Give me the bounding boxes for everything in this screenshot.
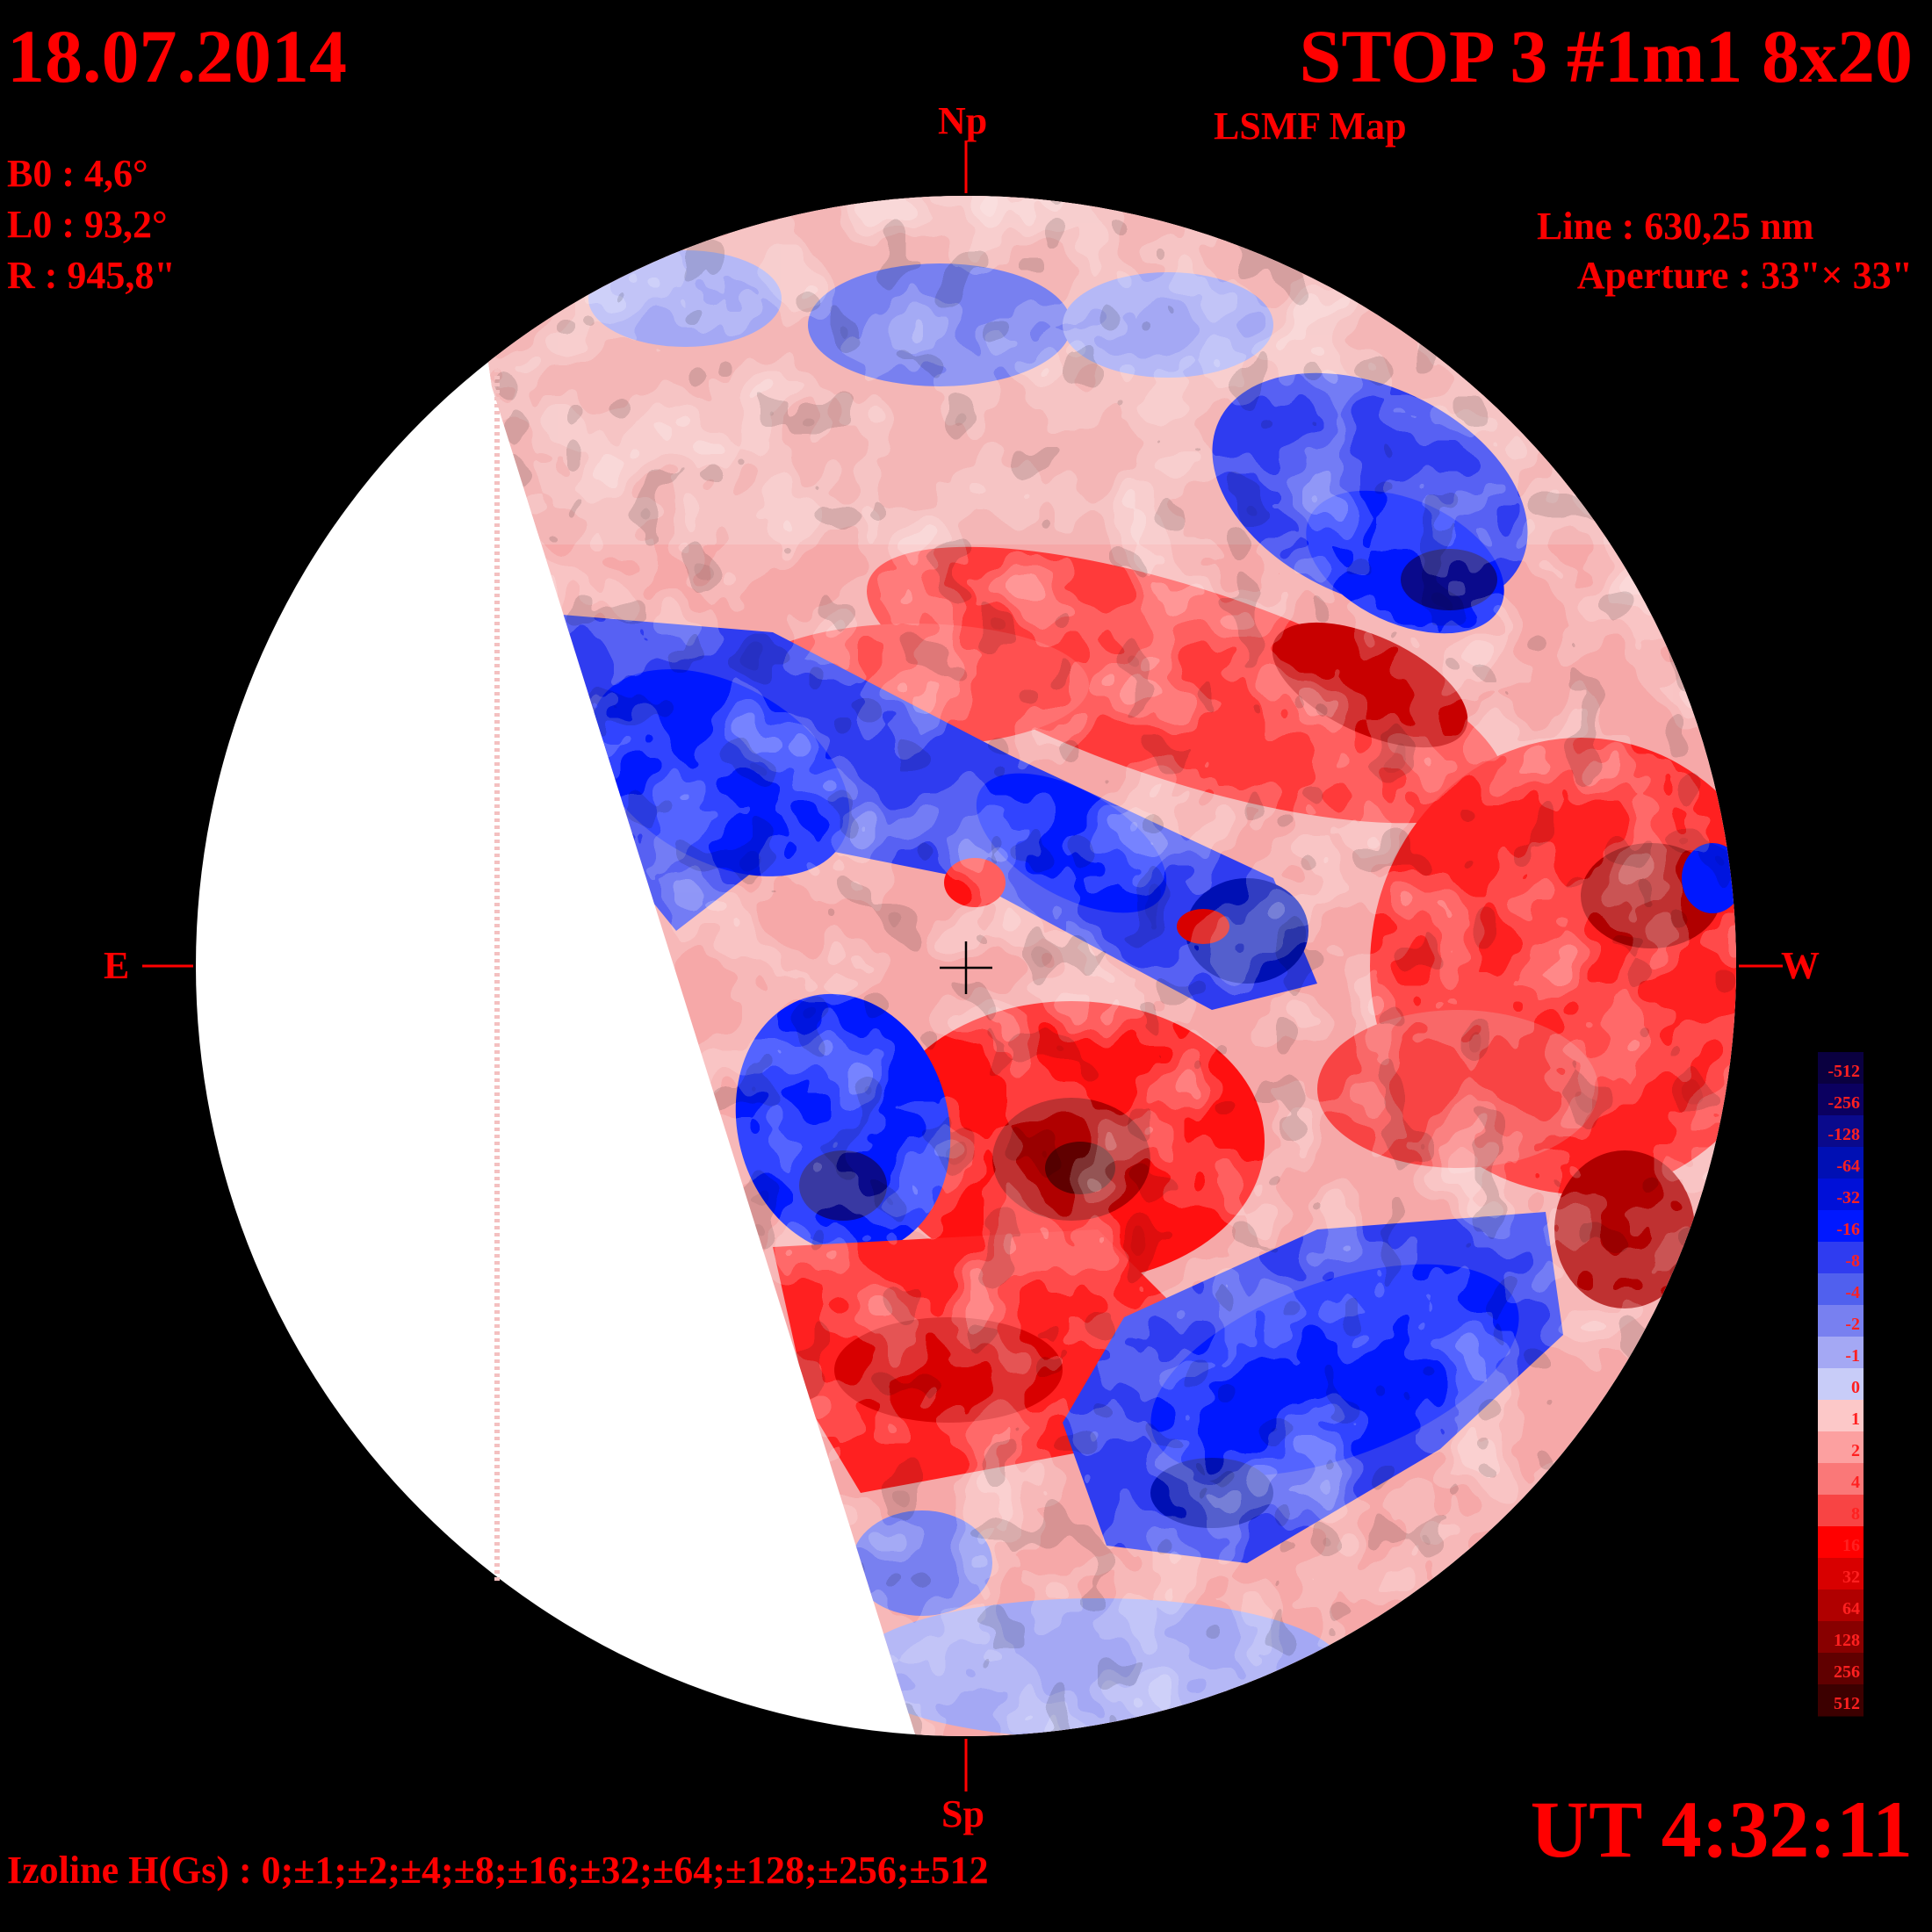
legend-tick-label: -512 <box>1827 1062 1860 1081</box>
legend-tick-label: -2 <box>1845 1315 1860 1334</box>
legend-tick-label: 128 <box>1834 1631 1860 1650</box>
l0-label: L0 : 93,2° <box>7 203 168 246</box>
legend-swatch <box>1818 1179 1864 1211</box>
legend-swatch <box>1818 1210 1864 1243</box>
radius-label: R : 945,8" <box>7 254 176 297</box>
legend-tick-label: -256 <box>1827 1093 1860 1113</box>
legend-tick-label: -128 <box>1827 1125 1860 1144</box>
legend-swatch <box>1818 1590 1864 1622</box>
north-pole-label: Np <box>938 99 988 142</box>
legend-swatch <box>1818 1495 1864 1527</box>
legend-tick-label: -1 <box>1845 1346 1860 1366</box>
legend-swatch <box>1818 1463 1864 1496</box>
legend-swatch <box>1818 1621 1864 1654</box>
legend-tick-label: -16 <box>1836 1220 1860 1239</box>
legend-tick-label: 32 <box>1842 1568 1860 1587</box>
legend-tick-label: 1 <box>1851 1409 1860 1429</box>
izoline-label: Izoline H(Gs) : 0;±1;±2;±4;±8;±16;±32;±6… <box>7 1849 989 1892</box>
legend-swatch <box>1818 1084 1864 1116</box>
legend-tick-label: 0 <box>1851 1378 1860 1397</box>
legend-swatch <box>1818 1273 1864 1306</box>
legend-tick-label: 2 <box>1851 1441 1860 1460</box>
legend-swatch <box>1818 1305 1864 1337</box>
legend-swatch <box>1818 1242 1864 1274</box>
map-subtitle: LSMF Map <box>1214 105 1407 148</box>
legend-swatch <box>1818 1653 1864 1685</box>
legend-tick-label: -64 <box>1836 1157 1860 1176</box>
color-legend: -512 -256 -128 -64 -32 -16 -8 -4 -2 -1 0 1 2 4 8 16 32 64… <box>1818 1052 1864 1717</box>
west-label: W <box>1781 944 1820 987</box>
legend-swatch <box>1818 1684 1864 1717</box>
east-label: E <box>104 944 130 987</box>
legend-swatch <box>1818 1431 1864 1464</box>
legend-tick-label: 64 <box>1842 1599 1860 1618</box>
magnetogram-data <box>474 196 1736 1736</box>
legend-tick-label: -4 <box>1845 1283 1860 1302</box>
map-title: STOP 3 #1m1 8x20 <box>1299 14 1913 98</box>
legend-swatch <box>1818 1147 1864 1179</box>
legend-tick-label: 512 <box>1834 1694 1860 1713</box>
legend-tick-label: 8 <box>1851 1504 1860 1524</box>
legend-tick-label: 4 <box>1851 1473 1860 1492</box>
legend-swatch <box>1818 1558 1864 1590</box>
legend-swatch <box>1818 1052 1864 1085</box>
time-label: UT 4:32:11 <box>1530 1784 1913 1874</box>
aperture-label: Aperture : 33"× 33" <box>1576 254 1913 297</box>
date-label: 18.07.2014 <box>7 14 347 98</box>
center-cross <box>940 941 992 994</box>
b0-label: B0 : 4,6° <box>7 152 148 195</box>
legend-swatch <box>1818 1368 1864 1401</box>
legend-swatch <box>1818 1400 1864 1432</box>
legend-tick-label: -32 <box>1836 1188 1860 1208</box>
line-label: Line : 630,25 nm <box>1537 205 1814 248</box>
legend-swatch <box>1818 1337 1864 1369</box>
legend-swatch <box>1818 1526 1864 1559</box>
south-pole-label: Sp <box>941 1792 984 1835</box>
legend-tick-label: 16 <box>1842 1536 1860 1555</box>
legend-tick-label: -8 <box>1845 1251 1860 1271</box>
legend-tick-label: 256 <box>1834 1662 1860 1682</box>
legend-swatch <box>1818 1115 1864 1148</box>
